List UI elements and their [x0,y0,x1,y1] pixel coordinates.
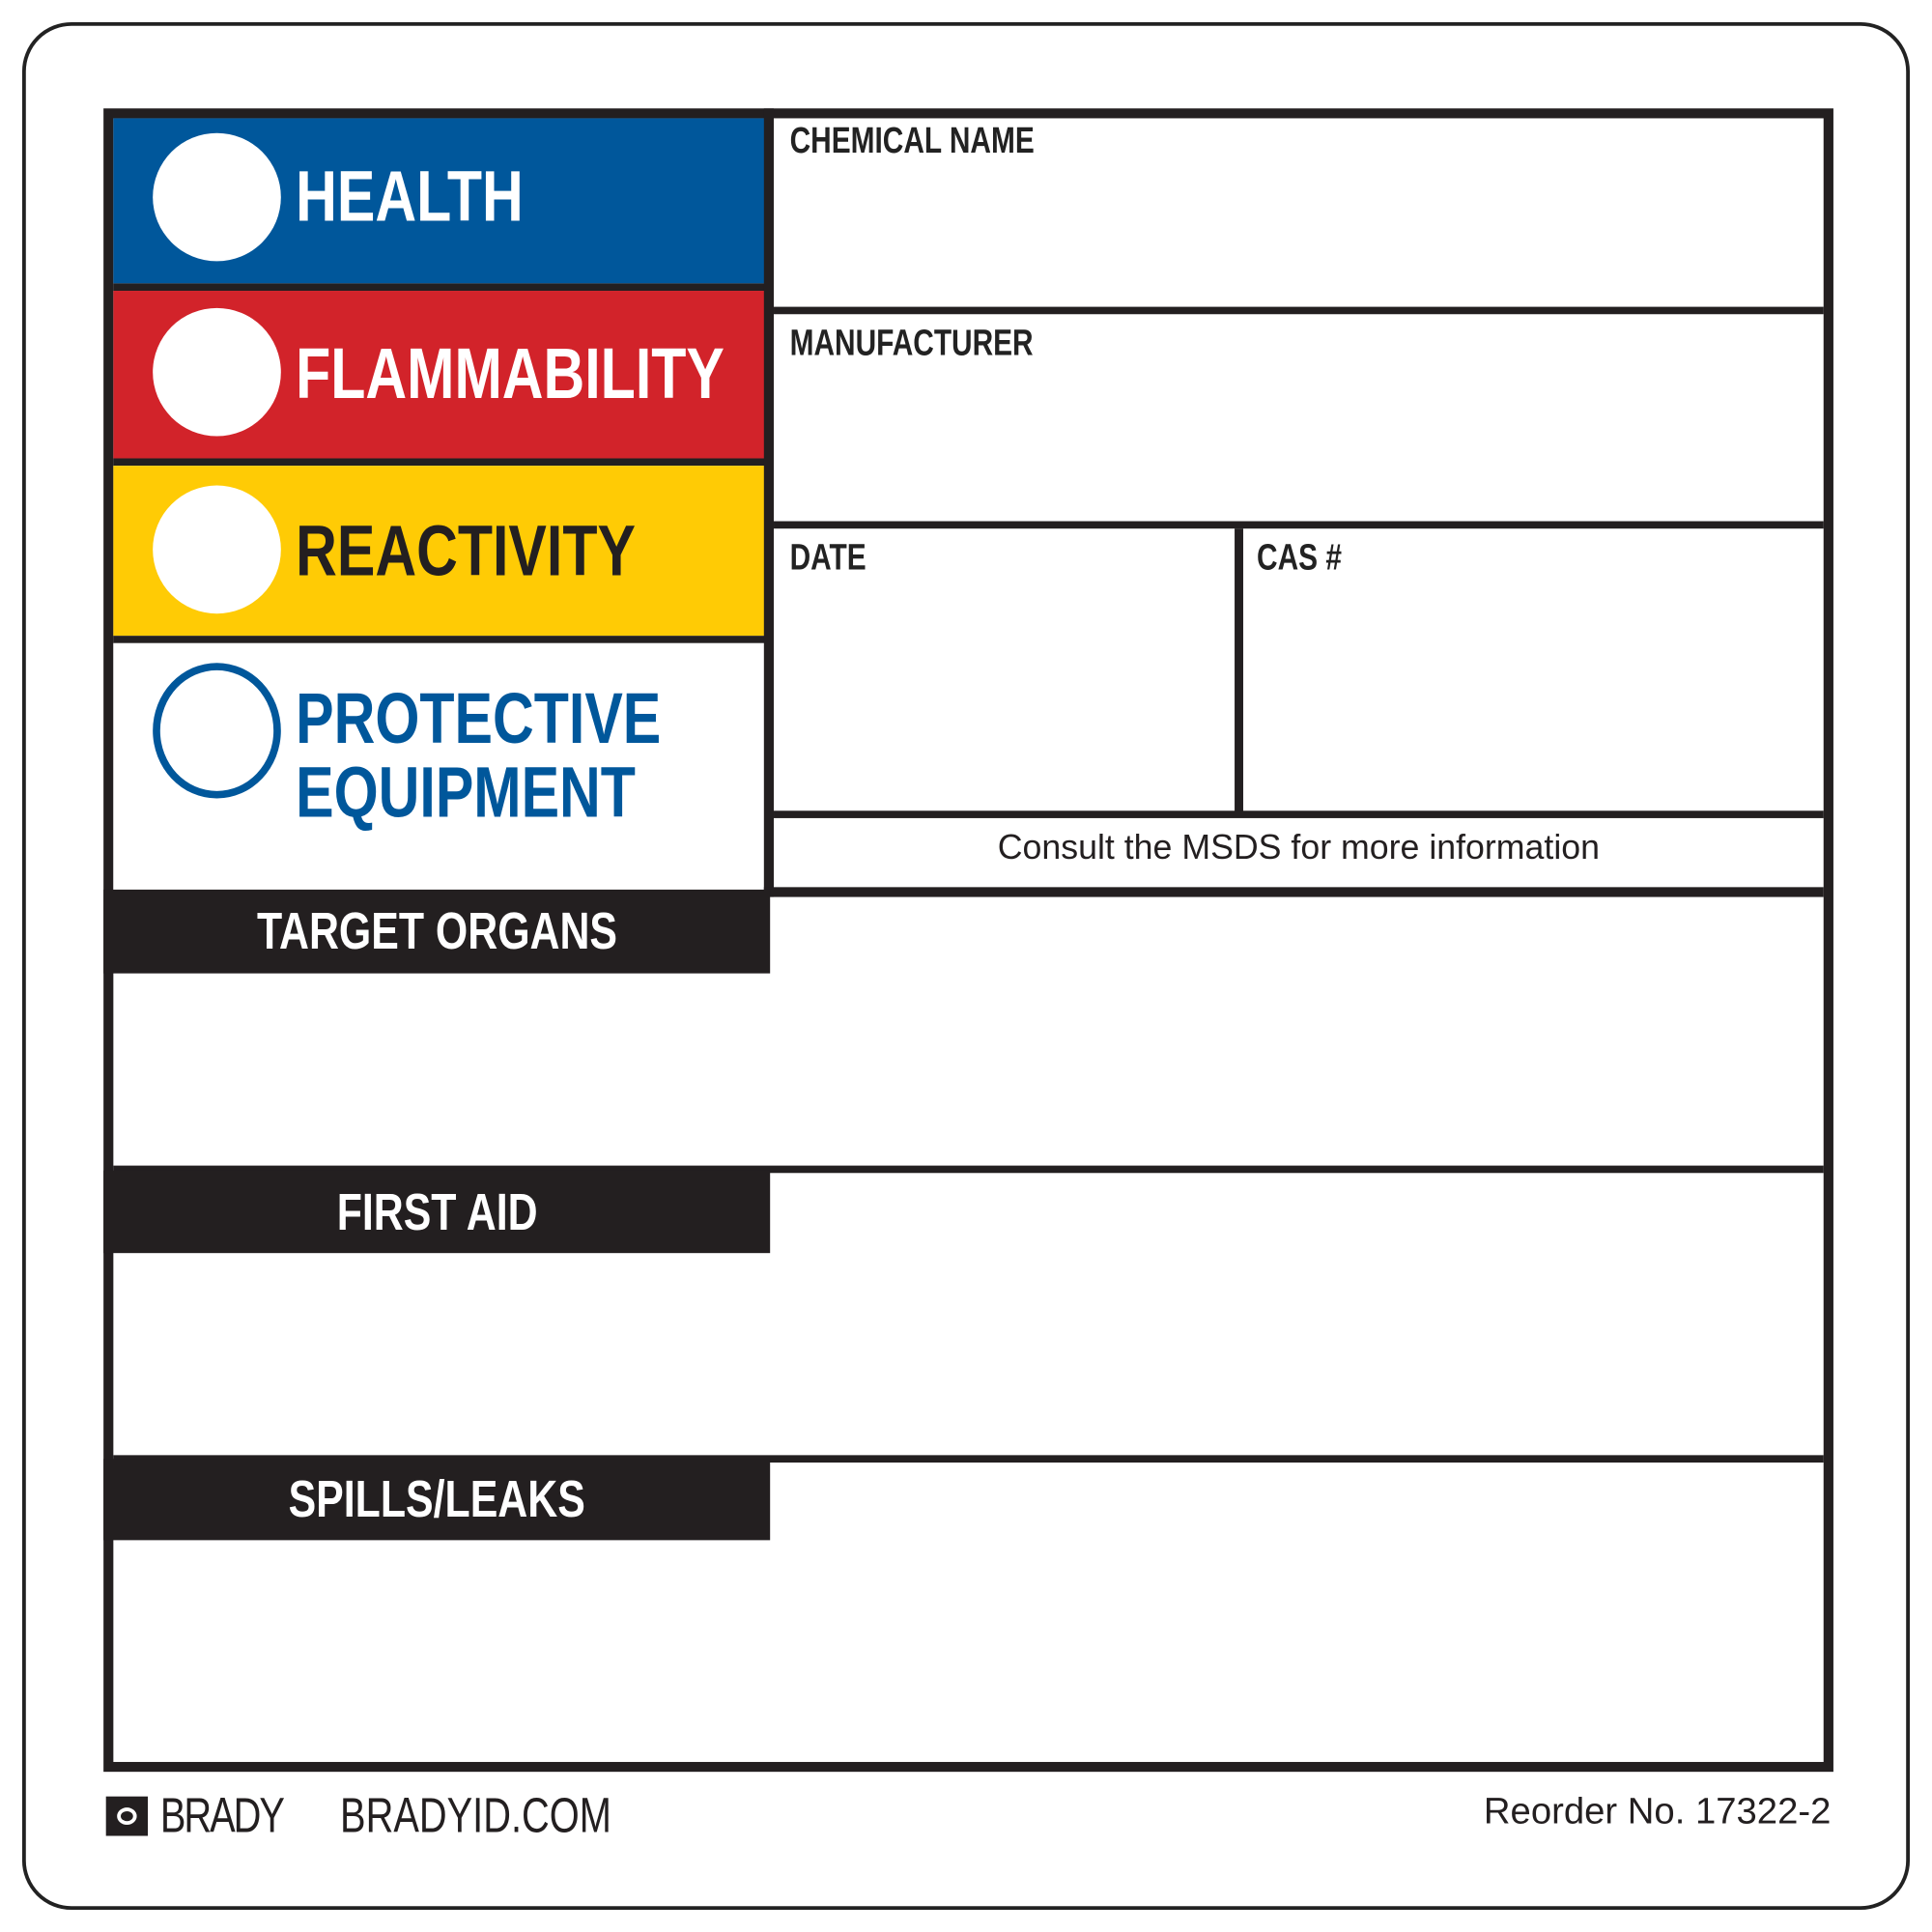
consult-msds-note: Consult the MSDS for more information [997,828,1600,867]
chemical-name-label: CHEMICAL NAME [789,120,1035,162]
cas-label: CAS # [1257,537,1342,579]
health-label: HEALTH [296,156,524,237]
protective-rating-circle[interactable] [153,663,281,799]
manufacturer-field[interactable] [774,370,1821,521]
spills-leaks-header: SPILLS/LEAKS [103,1459,771,1541]
health-bar: HEALTH [113,118,767,284]
chemical-name-field[interactable] [774,167,1821,305]
brady-website: BRADYID.COM [340,1789,611,1844]
protective-label-line1: PROTECTIVE [296,678,662,759]
manufacturer-label: MANUFACTURER [789,323,1034,364]
date-field[interactable] [774,584,1235,809]
protective-label-line2: EQUIPMENT [296,753,636,834]
brady-logo-icon [105,1796,149,1836]
target-organs-header: TARGET ORGANS [103,889,771,974]
date-label: DATE [789,537,867,579]
health-rating-circle[interactable] [153,132,281,262]
target-organs-field[interactable] [113,974,1823,1166]
label-outline [21,21,1911,1911]
reactivity-label: REACTIVITY [296,511,636,592]
flammability-rating-circle[interactable] [153,307,281,437]
reactivity-rating-circle[interactable] [153,485,281,614]
flammability-label: FLAMMABILITY [296,333,724,414]
cas-field[interactable] [1244,584,1821,809]
reactivity-bar: REACTIVITY [113,466,767,637]
brady-brand: BRADY [159,1789,285,1844]
first-aid-field[interactable] [113,1253,1823,1455]
protective-equipment-box: PROTECTIVE EQUIPMENT [113,642,767,890]
spills-leaks-field[interactable] [113,1540,1823,1762]
reorder-number: Reorder No. 17322-2 [1483,1791,1832,1833]
flammability-bar: FLAMMABILITY [113,291,767,459]
first-aid-header: FIRST AID [103,1170,771,1254]
